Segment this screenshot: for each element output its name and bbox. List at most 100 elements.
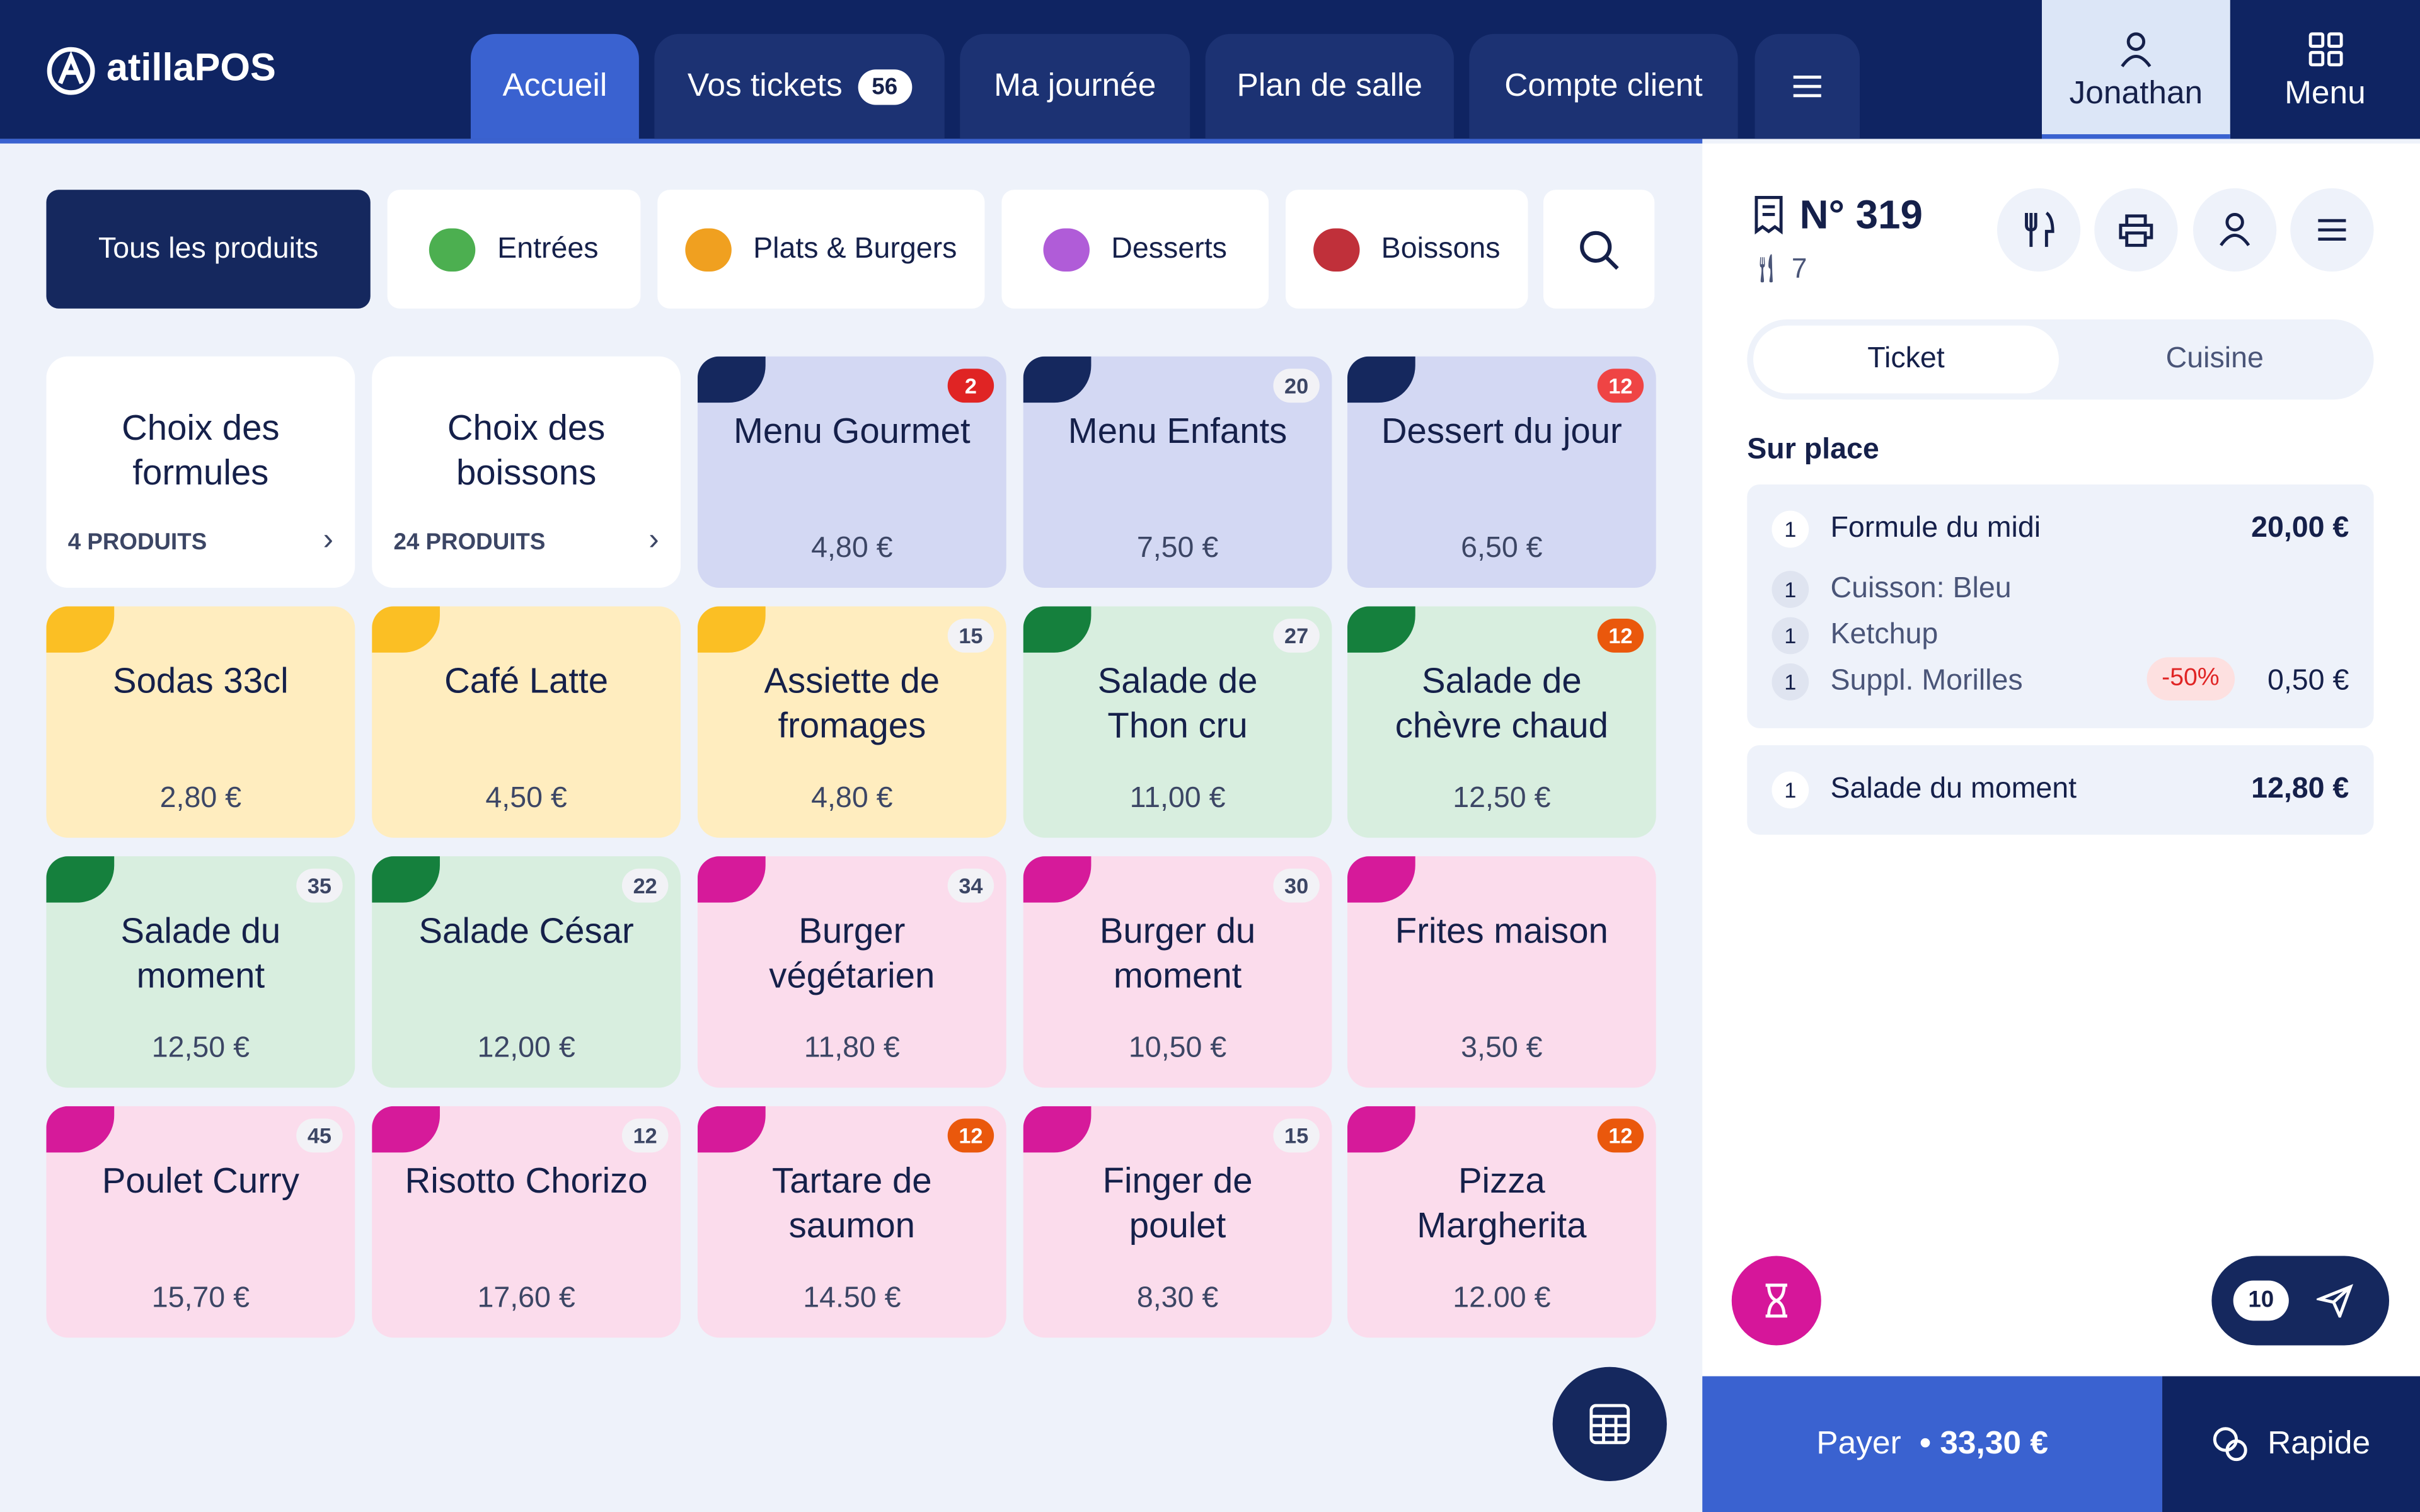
- receipt-icon: [1754, 196, 1783, 235]
- tab-label: Compte client: [1504, 67, 1703, 104]
- product-tile[interactable]: Frites maison 3,50 €: [1347, 856, 1656, 1088]
- quick-button[interactable]: Rapide: [2162, 1376, 2420, 1512]
- search-button[interactable]: [1543, 190, 1655, 309]
- line-qty: 1: [1772, 510, 1809, 548]
- ticket-toggle: Ticket Cuisine: [1747, 319, 2374, 400]
- tab-badge: 56: [858, 68, 912, 105]
- nav-tab[interactable]: Vos tickets 56: [654, 33, 945, 139]
- folder-arrow: ›: [648, 523, 659, 558]
- tile-badge: 2: [947, 369, 994, 403]
- send-button[interactable]: 10: [2211, 1256, 2390, 1346]
- product-tile[interactable]: 35 Salade du moment 12,50 €: [46, 856, 355, 1088]
- toggle-ticket[interactable]: Ticket: [1753, 325, 2059, 394]
- product-name: Burger du moment: [1099, 910, 1256, 995]
- ticket-line[interactable]: 1 Formule du midi 20,00 € 1 Cuisson: Bleu 1 Ke…: [1747, 484, 2374, 728]
- option-qty: 1: [1772, 571, 1809, 608]
- category-button[interactable]: Tous les produits: [46, 190, 371, 309]
- product-name: Tartare de saumon: [772, 1160, 932, 1246]
- product-tile[interactable]: 12 Risotto Chorizo 17,60 €: [372, 1106, 681, 1338]
- tile-badge: 12: [1597, 369, 1644, 403]
- product-tile[interactable]: 12 Pizza Margherita 12.00 €: [1347, 1106, 1656, 1338]
- product-name: Menu Gourmet: [733, 410, 971, 451]
- tile-badge: 34: [947, 868, 994, 903]
- tab-label: Plan de salle: [1236, 67, 1423, 104]
- tab-label: Accueil: [502, 67, 608, 104]
- tile-corner: [1023, 1106, 1092, 1153]
- product-tile[interactable]: 15 Finger de poulet 8,30 €: [1023, 1106, 1332, 1338]
- tile-corner: [1347, 1106, 1415, 1153]
- product-tile[interactable]: 12 Dessert du jour 6,50 €: [1347, 356, 1656, 588]
- product-tile[interactable]: 45 Poulet Curry 15,70 €: [46, 1106, 355, 1338]
- nav-tab[interactable]: Plan de salle: [1205, 33, 1454, 139]
- quick-label: Rapide: [2267, 1425, 2371, 1462]
- menu-button[interactable]: Menu: [2230, 0, 2420, 139]
- tile-badge: 45: [296, 1118, 343, 1153]
- tile-badge: 12: [1597, 619, 1644, 653]
- folder-count: 4 PRODUITS: [67, 529, 207, 556]
- customer-button[interactable]: [2193, 188, 2277, 272]
- user-button[interactable]: Jonathan: [2042, 0, 2230, 139]
- product-name: Burger végétarien: [769, 910, 935, 995]
- tile-badge: 15: [1273, 1118, 1320, 1153]
- ticket-menu-button[interactable]: [2290, 188, 2374, 272]
- product-tile[interactable]: 30 Burger du moment 10,50 €: [1023, 856, 1332, 1088]
- product-name: Dessert du jour: [1381, 410, 1622, 451]
- category-button[interactable]: Plats & Burgers: [657, 190, 985, 309]
- option-name: Suppl. Morilles: [1830, 665, 2023, 697]
- table-button[interactable]: [1997, 188, 2081, 272]
- product-tile[interactable]: 12 Tartare de saumon 14.50 €: [697, 1106, 1006, 1338]
- folder-count: 24 PRODUITS: [393, 529, 546, 556]
- tile-corner: [1347, 606, 1415, 653]
- product-price: 4,50 €: [485, 782, 567, 815]
- user-icon: [2220, 212, 2250, 246]
- line-name: Salade du moment: [1830, 772, 2077, 806]
- folder-tile[interactable]: Choix des boissons 24 PRODUITS ›: [372, 356, 681, 588]
- category-button[interactable]: Desserts: [1001, 190, 1269, 309]
- tile-badge: 22: [621, 868, 669, 903]
- product-name: Pizza Margherita: [1417, 1160, 1587, 1246]
- nav-tab[interactable]: Compte client: [1469, 33, 1738, 139]
- top-bar-line: [0, 139, 1703, 144]
- toggle-kitchen[interactable]: Cuisine: [2165, 342, 2264, 375]
- product-tile[interactable]: Sodas 33cl 2,80 €: [46, 606, 355, 838]
- more-tab[interactable]: [1754, 33, 1860, 139]
- product-name: Poulet Curry: [101, 1160, 299, 1201]
- product-tile[interactable]: 27 Salade de Thon cru 11,00 €: [1023, 606, 1332, 838]
- product-tile[interactable]: 34 Burger végétarien 11,80 €: [697, 856, 1006, 1088]
- section-label: Sur place: [1747, 433, 1879, 466]
- tile-corner: [1023, 856, 1092, 903]
- tab-label: Vos tickets: [687, 67, 843, 104]
- product-tile[interactable]: Café Latte 4,50 €: [372, 606, 681, 838]
- logo-icon: [47, 47, 95, 95]
- cutlery-icon: [2025, 212, 2054, 247]
- covers-count: 7: [1791, 253, 1807, 284]
- pay-button[interactable]: Payer • 33,30 €: [1702, 1376, 2163, 1512]
- category-label: Tous les produits: [98, 232, 319, 265]
- product-tile[interactable]: 20 Menu Enfants 7,50 €: [1023, 356, 1332, 588]
- print-button[interactable]: [2094, 188, 2178, 272]
- product-name: Salade du moment: [120, 910, 281, 995]
- hold-button[interactable]: [1731, 1256, 1821, 1346]
- nav-tab[interactable]: Ma journée: [960, 33, 1190, 139]
- menu-label: Menu: [2285, 76, 2366, 112]
- calculator-button[interactable]: [1552, 1366, 1667, 1482]
- product-tile[interactable]: 2 Menu Gourmet 4,80 €: [697, 356, 1006, 588]
- nav-tab[interactable]: Accueil: [470, 33, 639, 139]
- tile-badge: 20: [1273, 369, 1320, 403]
- category-button[interactable]: Entrées: [387, 190, 641, 309]
- product-name: Assiette de fromages: [764, 660, 940, 745]
- logo: atillaPOS: [106, 46, 276, 90]
- product-tile[interactable]: 12 Salade de chèvre chaud 12,50 €: [1347, 606, 1656, 838]
- folder-tile[interactable]: Choix des formules 4 PRODUITS ›: [46, 356, 355, 588]
- product-tile[interactable]: 15 Assiette de fromages 4,80 €: [697, 606, 1006, 838]
- line-qty: 1: [1772, 771, 1809, 809]
- tile-corner: [697, 856, 766, 903]
- category-icon: [1313, 227, 1360, 271]
- product-tile[interactable]: 22 Salade César 12,00 €: [372, 856, 681, 1088]
- category-button[interactable]: Boissons: [1286, 190, 1528, 309]
- folder-arrow: ›: [323, 523, 333, 558]
- category-icon: [685, 227, 732, 271]
- ticket-line[interactable]: 1 Salade du moment 12,80 €: [1747, 745, 2374, 835]
- line-price: 12,80 €: [2251, 772, 2349, 806]
